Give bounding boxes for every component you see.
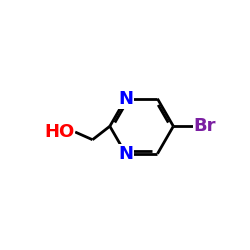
Text: N: N [118, 145, 133, 163]
Text: HO: HO [44, 123, 74, 141]
Text: N: N [118, 90, 133, 108]
Text: Br: Br [194, 117, 216, 135]
